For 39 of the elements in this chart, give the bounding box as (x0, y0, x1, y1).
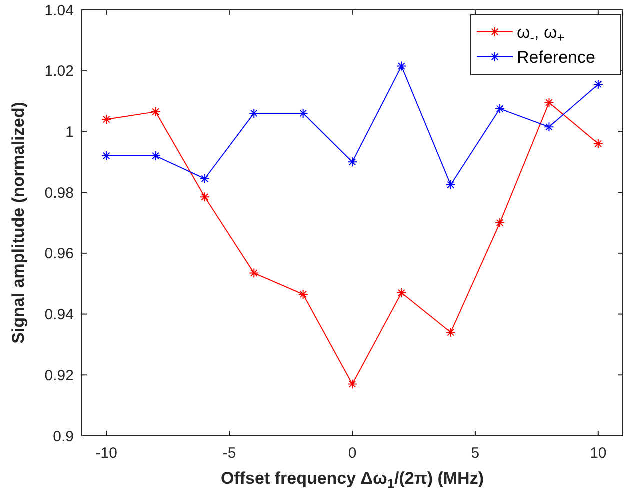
y-tick-label: 1.04 (44, 2, 74, 20)
y-tick-label: 0.98 (44, 184, 74, 202)
point (446, 328, 456, 338)
x-tick-label: 5 (471, 445, 480, 462)
point (495, 104, 506, 114)
point (348, 379, 358, 390)
y-tick-label: 1 (66, 124, 74, 141)
point (593, 80, 604, 90)
point (249, 268, 260, 278)
y-axis-title: Signal amplitude (normalized) (9, 102, 28, 344)
point (249, 108, 260, 118)
point (396, 288, 407, 298)
x-tick-label: -5 (222, 445, 236, 462)
point (298, 290, 308, 300)
x-tick-label: 10 (590, 445, 607, 462)
point (150, 106, 161, 117)
point (200, 174, 210, 184)
point (102, 151, 112, 162)
point (150, 151, 161, 162)
point (495, 218, 506, 228)
x-axis-title: Offset frequency Δω$_{1}$/(2π) (MHz) (221, 469, 484, 491)
point (396, 61, 407, 72)
point (102, 114, 112, 125)
y-tick-label: 0.94 (44, 306, 74, 324)
point (593, 138, 604, 149)
y-tick-label: 0.9 (53, 428, 74, 446)
point (544, 122, 554, 132)
point (446, 180, 456, 190)
point (544, 98, 554, 108)
legend-label: Reference (517, 48, 596, 67)
point (200, 192, 210, 202)
point (348, 157, 358, 168)
y-tick-label: 1.02 (44, 63, 74, 80)
x-tick-label: -10 (96, 445, 118, 462)
point (298, 108, 308, 118)
y-tick-label: 0.92 (44, 367, 74, 384)
x-tick-label: 0 (348, 445, 357, 462)
y-tick-label: 0.96 (44, 246, 74, 263)
legend-label: ω$_{-}$, ω$_{+}$ (517, 22, 565, 45)
